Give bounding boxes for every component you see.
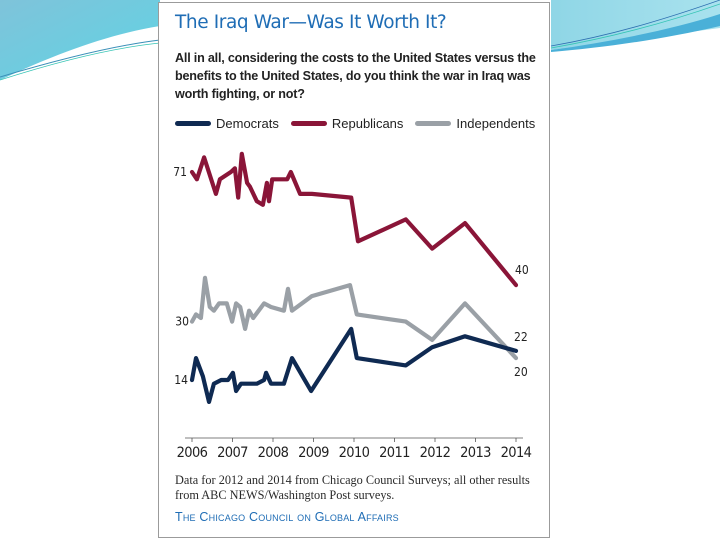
data-labels: 71 30 14 40 22 20	[173, 165, 529, 387]
swoosh-right-line-2	[550, 3, 720, 49]
series-line-republicans	[189, 151, 519, 288]
swoosh-right-line	[550, 0, 720, 47]
chart-subtitle: All in all, considering the costs to the…	[175, 51, 536, 101]
legend-label-independents: Independents	[456, 115, 536, 131]
chart-note: Data for 2012 and 2014 from Chicago Coun…	[175, 473, 530, 502]
legend-swatch-republicans	[290, 120, 327, 126]
series-line-independents	[189, 275, 519, 361]
legend-swatch-democrats	[175, 120, 211, 126]
end-label-republicans: 40	[515, 263, 529, 277]
x-tick-label: 2006	[177, 445, 208, 461]
series-line-democrats	[189, 326, 519, 404]
x-tick-label: 2007	[217, 445, 248, 461]
end-label-democrats: 22	[514, 330, 528, 344]
swoosh-left	[0, 0, 160, 80]
x-tick-label: 2008	[258, 445, 289, 461]
x-tick-label: 2009	[298, 445, 329, 461]
end-label-independents: 20	[514, 365, 528, 379]
x-tick-label: 2014	[501, 445, 532, 461]
start-label-republicans: 71	[173, 165, 187, 179]
series-lines	[189, 151, 519, 404]
legend: Democrats Republicans Independents	[175, 114, 547, 132]
chart-source: The Chicago Council on Global Affairs	[175, 510, 399, 524]
legend-label-democrats: Democrats	[216, 115, 279, 131]
chart-title: The Iraq War—Was It Worth It?	[175, 12, 447, 33]
x-tick-label: 2010	[339, 445, 370, 461]
line-chart: 2006 2007 2008 2009 2010 2011 2012 2013 2014 713…	[173, 151, 532, 461]
swoosh-right-band	[551, 14, 720, 52]
chart-card: The Iraq War—Was It Worth It? All in all…	[158, 2, 550, 538]
legend-swatch-independents	[415, 120, 452, 126]
swoosh-left-line	[0, 39, 161, 78]
x-tick-label: 2011	[379, 445, 410, 461]
start-label-independents: 30	[175, 315, 189, 329]
legend-item-democrats: Democrats	[175, 116, 279, 131]
start-label-democrats: 14	[174, 373, 188, 387]
x-tick-label: 2012	[420, 445, 451, 461]
x-axis: 2006 2007 2008 2009 2010 2011 2012 2013 2014	[177, 437, 532, 461]
legend-item-republicans: Republicans	[290, 115, 404, 131]
legend-label-republicans: Republicans	[331, 115, 404, 131]
swoosh-left-line-2	[0, 42, 161, 81]
legend-item-independents: Independents	[415, 116, 535, 131]
x-tick-label: 2013	[460, 445, 491, 461]
